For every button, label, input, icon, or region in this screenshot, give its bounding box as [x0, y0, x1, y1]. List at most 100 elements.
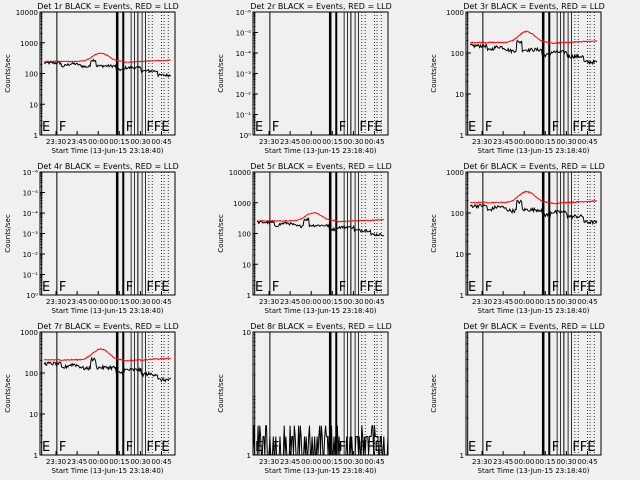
- marker-letter: F: [126, 440, 133, 455]
- lld-series-line: [44, 347, 172, 362]
- marker-letter: E: [42, 440, 50, 455]
- y-tick-label: 10⁻¹: [23, 272, 39, 280]
- panel-title: Det 1r BLACK = Events, RED = LLD: [37, 2, 179, 11]
- marker-letter: F: [485, 280, 492, 295]
- flare-band: [115, 172, 119, 295]
- y-tick-label: 1000: [233, 200, 251, 208]
- marker-letter: F: [59, 440, 66, 455]
- marker-letter: FFE: [146, 120, 169, 135]
- x-tick-label: 00:00: [301, 138, 321, 146]
- y-tick-label: 10⁻²: [236, 91, 252, 99]
- x-tick-label: 23:30: [472, 298, 492, 306]
- lld-series-line: [257, 212, 385, 223]
- events-series-line: [43, 58, 172, 78]
- marker-letter: F: [339, 120, 346, 135]
- x-axis-label: Start Time (13-Jun-15 23:18:40): [265, 467, 377, 475]
- flare-band: [122, 332, 125, 455]
- detector-panel: Det 8r BLACK = Events, RED = LLD 1 10 Count…: [217, 322, 392, 475]
- x-tick-label: 00:30: [130, 458, 150, 466]
- marker-letter: F: [272, 440, 279, 455]
- x-tick-label: 00:30: [130, 138, 150, 146]
- y-axis-label: Counts/sec: [430, 214, 438, 253]
- panel-title: Det 4r BLACK = Events, RED = LLD: [37, 162, 179, 171]
- marker-letter: E: [255, 120, 263, 135]
- y-tick-label: 1000: [20, 329, 38, 337]
- x-axis-label: Start Time (13-Jun-15 23:18:40): [478, 467, 590, 475]
- plot-frame: [39, 11, 176, 136]
- x-tick-label: 00:30: [343, 298, 363, 306]
- y-axis-label: Counts/sec: [217, 214, 225, 253]
- x-tick-label: 00:00: [514, 138, 534, 146]
- y-axis-label: Counts/sec: [217, 54, 225, 93]
- marker-letter: F: [552, 280, 559, 295]
- y-tick-label: 10⁻⁵: [236, 30, 252, 38]
- flare-band: [328, 332, 332, 455]
- marker-letter: F: [339, 440, 346, 455]
- plot-frame: [465, 331, 602, 456]
- plot-frame: [465, 11, 602, 136]
- panel-title: Det 8r BLACK = Events, RED = LLD: [250, 322, 392, 331]
- flare-band: [122, 12, 125, 135]
- y-tick-label: 10000: [229, 169, 251, 177]
- detector-panel: Det 9r BLACK = Events, RED = LLD 1 Counts/…: [430, 322, 605, 475]
- marker-letter: E: [468, 440, 476, 455]
- y-tick-label: 10⁻³: [23, 231, 39, 239]
- flare-band: [548, 172, 551, 295]
- y-tick-label: 1: [247, 292, 251, 300]
- x-tick-label: 00:00: [301, 458, 321, 466]
- x-axis-label: Start Time (13-Jun-15 23:18:40): [52, 307, 164, 315]
- marker-letter: FFE: [359, 440, 382, 455]
- lld-series-line: [44, 52, 171, 64]
- x-tick-label: 23:45: [280, 138, 300, 146]
- marker-letter: FFE: [146, 280, 169, 295]
- detector-panel: Det 7r BLACK = Events, RED = LLD 1 10 100 10…: [4, 322, 179, 475]
- plot-frame: [39, 331, 176, 456]
- y-tick-label: 100: [25, 370, 38, 378]
- flare-band: [335, 172, 338, 295]
- x-tick-label: 23:30: [259, 298, 279, 306]
- marker-letter: F: [485, 440, 492, 455]
- x-tick-label: 00:30: [343, 138, 363, 146]
- lld-series-line: [470, 30, 598, 45]
- y-axis-label: Counts/sec: [217, 374, 225, 413]
- marker-letter: F: [552, 440, 559, 455]
- detector-panel: Det 1r BLACK = Events, RED = LLD 1 10 100 10…: [4, 2, 179, 155]
- x-tick-label: 00:30: [556, 298, 576, 306]
- x-axis-label: Start Time (13-Jun-15 23:18:40): [478, 307, 590, 315]
- x-tick-label: 23:30: [472, 138, 492, 146]
- flare-band: [541, 332, 545, 455]
- flare-band: [335, 12, 338, 135]
- marker-letter: E: [468, 280, 476, 295]
- y-tick-label: 10⁻⁴: [23, 210, 39, 218]
- x-tick-label: 23:30: [46, 458, 66, 466]
- x-tick-label: 23:45: [67, 298, 87, 306]
- y-axis-label: Counts/sec: [4, 54, 12, 93]
- x-tick-label: 00:15: [322, 138, 342, 146]
- marker-letter: FFE: [146, 440, 169, 455]
- x-tick-label: 00:30: [556, 138, 576, 146]
- x-tick-label: 00:45: [151, 458, 171, 466]
- x-tick-label: 23:45: [280, 458, 300, 466]
- marker-letter: E: [255, 440, 263, 455]
- y-tick-label: 10: [242, 329, 251, 337]
- y-tick-label: 10⁻²: [23, 251, 39, 259]
- y-tick-label: 1: [460, 292, 464, 300]
- y-tick-label: 10⁻⁵: [23, 190, 39, 198]
- events-series-line: [469, 40, 598, 66]
- flare-band: [548, 332, 551, 455]
- flare-band: [328, 172, 332, 295]
- marker-letter: F: [272, 280, 279, 295]
- x-tick-label: 23:30: [259, 138, 279, 146]
- flare-band: [541, 12, 545, 135]
- x-tick-label: 23:45: [67, 138, 87, 146]
- x-tick-label: 00:30: [130, 298, 150, 306]
- x-tick-label: 00:45: [364, 298, 384, 306]
- marker-letter: FFE: [359, 120, 382, 135]
- marker-letter: E: [42, 280, 50, 295]
- x-tick-label: 23:45: [493, 458, 513, 466]
- events-series-line: [252, 425, 389, 456]
- detector-panel: Det 3r BLACK = Events, RED = LLD 1 10 100 10…: [430, 2, 605, 155]
- panel-title: Det 2r BLACK = Events, RED = LLD: [250, 2, 392, 11]
- x-tick-label: 00:45: [577, 298, 597, 306]
- y-tick-label: 1000: [20, 40, 38, 48]
